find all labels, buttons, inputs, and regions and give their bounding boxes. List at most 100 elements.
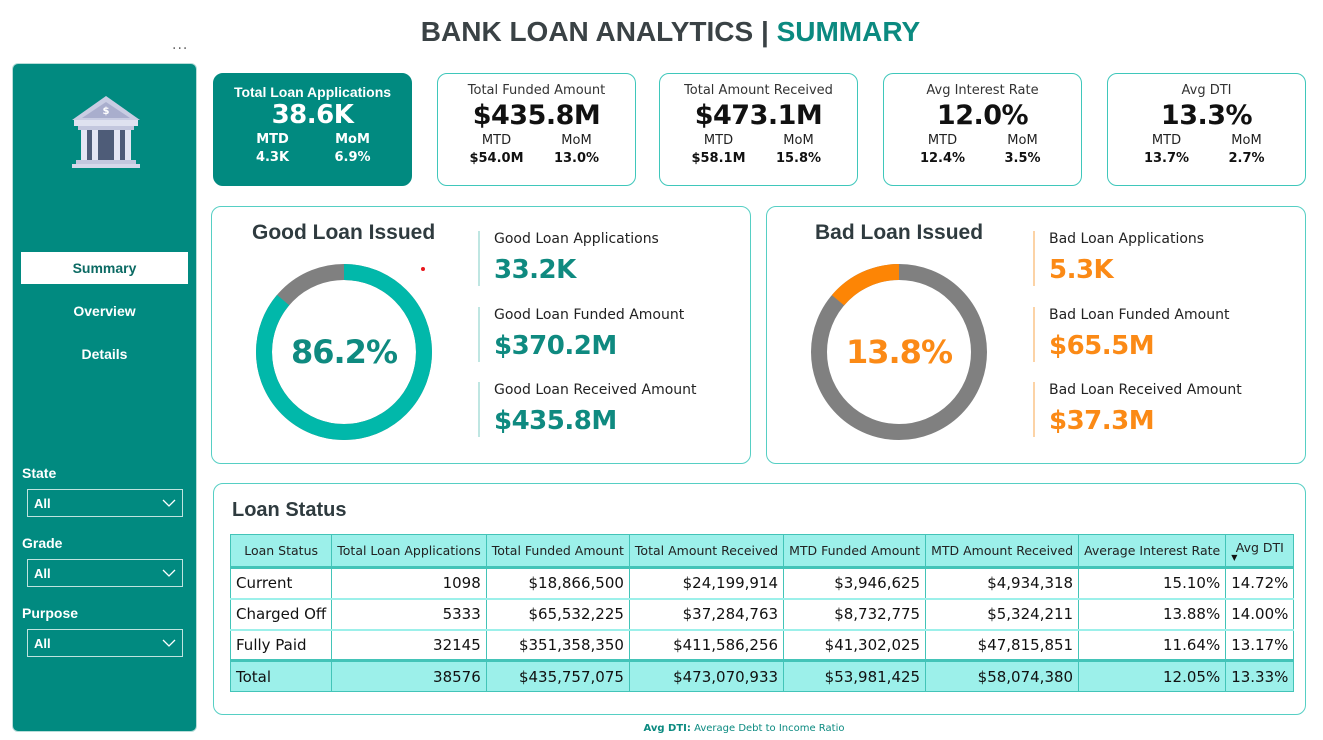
svg-text:$: $ (103, 106, 110, 117)
table-cell: 15.10% (1078, 566, 1227, 599)
kpi-title: Avg DTI (1181, 83, 1232, 98)
kpi-mtd-label: MTD (256, 132, 289, 147)
state-filter-dropdown[interactable]: All (27, 489, 183, 517)
good-loan-applications: Good Loan Applications 33.2K (478, 231, 728, 286)
chevron-down-icon (162, 499, 176, 507)
kpi-mom-value: 13.0% (553, 151, 600, 166)
kpi-mtd-label: MTD (703, 133, 734, 148)
metric-value: $435.8M (494, 406, 617, 436)
kpi-mom-value: 2.7% (1228, 151, 1265, 166)
kpi-value: $435.8M (472, 100, 601, 131)
sort-descending-icon: ▼ (1231, 553, 1238, 562)
column-header[interactable]: MTD Amount Received (925, 534, 1080, 568)
state-filter-label: State (22, 465, 57, 481)
metric-value: 33.2K (494, 255, 576, 285)
kpi-mtd-value: 13.7% (1143, 151, 1190, 166)
metric-label: Bad Loan Funded Amount (1049, 307, 1230, 323)
table-row: Fully Paid 32145 $351,358,350 $411,586,2… (229, 628, 1295, 661)
kpi-mtd-value: $54.0M (469, 151, 524, 166)
nav-overview[interactable]: Overview (73, 303, 136, 319)
metric-label: Good Loan Funded Amount (494, 307, 685, 323)
table-cell: $5,324,211 (925, 597, 1080, 630)
bad-loan-applications: Bad Loan Applications 5.3K (1033, 231, 1283, 286)
kpi-title: Total Funded Amount (467, 83, 606, 98)
grade-filter-label: Grade (22, 535, 63, 551)
kpi-mtd-label: MTD (1151, 133, 1182, 148)
good-loan-funded-amount: Good Loan Funded Amount $370.2M (478, 307, 728, 362)
kpi-mom-value: 3.5% (1004, 151, 1041, 166)
table-cell: 14.72% (1225, 566, 1295, 599)
good-loan-panel: Good Loan Issued 86.2% Good Loan Applica… (211, 206, 751, 464)
good-loan-received-amount: Good Loan Received Amount $435.8M (478, 382, 728, 437)
metric-value: 5.3K (1049, 255, 1114, 285)
bad-loan-funded-amount: Bad Loan Funded Amount $65.5M (1033, 307, 1283, 362)
bank-building-icon: $ (72, 96, 140, 168)
table-cell: $435,757,075 (485, 659, 630, 692)
title-main: BANK LOAN ANALYTICS (420, 16, 754, 47)
kpi-value: 13.3% (1160, 100, 1253, 131)
column-header-label: Avg DTI (1235, 540, 1284, 555)
table-cell: 13.17% (1225, 628, 1295, 661)
table-cell: 32145 (331, 628, 487, 661)
column-header[interactable]: MTD Funded Amount (783, 534, 927, 568)
column-header-sorted[interactable]: Avg DTI ▼ (1225, 534, 1295, 568)
page-title: BANK LOAN ANALYTICS | SUMMARY (0, 16, 1323, 48)
kpi-mom-label: MoM (1007, 133, 1038, 148)
good-loan-percent: 86.2% (290, 333, 398, 371)
table-cell: 11.64% (1078, 628, 1227, 661)
table-cell: $58,074,380 (925, 659, 1080, 692)
title-separator: | (753, 16, 777, 47)
bad-loan-title: Bad Loan Issued (815, 221, 984, 244)
column-header[interactable]: Total Funded Amount (485, 534, 630, 568)
table-cell: $53,981,425 (783, 659, 927, 692)
table-cell: 12.05% (1078, 659, 1227, 692)
kpi-mtd-value: $58.1M (691, 151, 746, 166)
table-cell: $3,946,625 (783, 566, 927, 599)
indicator-dot (421, 267, 425, 271)
metric-label: Bad Loan Received Amount (1049, 382, 1242, 398)
kpi-title: Total Amount Received (684, 83, 833, 98)
table-cell: Total (229, 659, 333, 692)
table-cell: 38576 (331, 659, 487, 692)
chevron-down-icon (162, 569, 176, 577)
column-header[interactable]: Average Interest Rate (1078, 534, 1227, 568)
nav-summary[interactable]: Summary (21, 252, 188, 284)
kpi-avg-interest-rate: Avg Interest Rate 12.0% MTD 12.4% MoM 3.5% (883, 73, 1082, 186)
column-header[interactable]: Total Amount Received (628, 534, 785, 568)
kpi-mom-label: MoM (335, 132, 370, 147)
kpi-mtd-label: MTD (481, 133, 512, 148)
table-row: Current 1098 $18,866,500 $24,199,914 $3,… (229, 566, 1295, 599)
kpi-mtd-value: 4.3K (255, 150, 290, 165)
table-cell: $18,866,500 (485, 566, 630, 599)
table-cell: $65,532,225 (485, 597, 630, 630)
kpi-mom-value: 15.8% (775, 151, 822, 166)
table-cell: 1098 (331, 566, 487, 599)
metric-label: Good Loan Applications (494, 231, 659, 247)
table-cell: 13.33% (1225, 659, 1295, 692)
metric-label: Bad Loan Applications (1049, 231, 1205, 247)
table-cell: $37,284,763 (628, 597, 785, 630)
table-cell: 14.00% (1225, 597, 1295, 630)
table-total-row: Total 38576 $435,757,075 $473,070,933 $5… (229, 659, 1295, 692)
purpose-filter-dropdown[interactable]: All (27, 629, 183, 657)
nav-details[interactable]: Details (81, 346, 128, 362)
kpi-total-funded-amount: Total Funded Amount $435.8M MTD $54.0M Mo… (437, 73, 636, 186)
state-filter-value: All (34, 495, 51, 511)
metric-value: $65.5M (1049, 331, 1155, 361)
footnote-term: Avg DTI: (643, 723, 691, 734)
grade-filter-dropdown[interactable]: All (27, 559, 183, 587)
column-header[interactable]: Total Loan Applications (331, 534, 487, 568)
table-cell: 5333 (331, 597, 487, 630)
bad-loan-donut-chart[interactable] (809, 262, 989, 442)
kpi-mtd-value: 12.4% (919, 151, 966, 166)
more-options-icon[interactable]: ... (172, 37, 189, 53)
kpi-title: Avg Interest Rate (926, 83, 1039, 98)
purpose-filter-label: Purpose (22, 605, 79, 621)
kpi-mom-value: 6.9% (334, 150, 371, 165)
good-loan-donut-chart[interactable] (254, 262, 434, 442)
column-header[interactable]: Loan Status (229, 534, 333, 568)
table-cell: Charged Off (229, 597, 333, 630)
footnote: Avg DTI: Average Debt to Income Ratio (0, 723, 1323, 734)
kpi-value: $473.1M (694, 100, 823, 131)
table-cell: Current (229, 566, 333, 599)
